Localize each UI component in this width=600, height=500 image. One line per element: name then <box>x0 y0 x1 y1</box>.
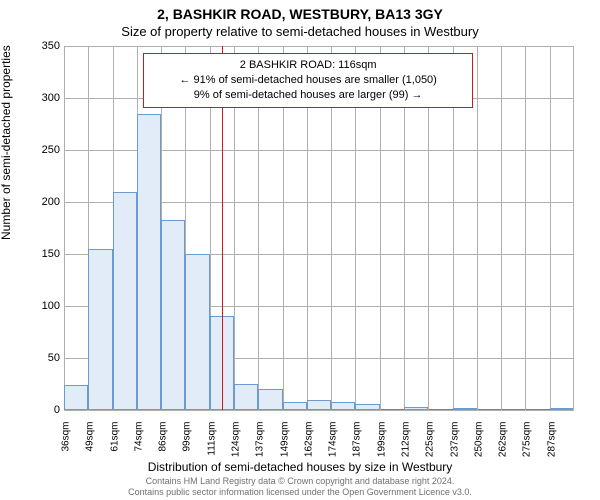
x-tick-label: 162sqm <box>303 422 314 466</box>
x-tick-label: 61sqm <box>109 422 120 466</box>
histogram-bar <box>161 220 185 410</box>
gridline-v <box>525 46 526 410</box>
histogram-bar <box>113 192 137 410</box>
x-tick-label: 275sqm <box>522 422 533 466</box>
histogram-bar <box>185 254 209 410</box>
x-tick-label: 36sqm <box>61 422 72 466</box>
annotation-line: 2 BASHKIR ROAD: 116sqm <box>150 58 466 73</box>
gridline-h <box>64 410 574 411</box>
x-tick-label: 74sqm <box>133 422 144 466</box>
histogram-bar <box>550 408 574 410</box>
chart-subtitle: Size of property relative to semi-detach… <box>0 24 600 39</box>
y-tick-label: 200 <box>24 196 60 208</box>
x-tick-label: 49sqm <box>85 422 96 466</box>
footer-line-2: Contains public sector information licen… <box>0 487 600 498</box>
x-tick-label: 212sqm <box>401 422 412 466</box>
y-tick-label: 0 <box>24 404 60 416</box>
histogram-bar <box>234 384 258 410</box>
x-tick-label: 225sqm <box>425 422 436 466</box>
gridline-v <box>573 46 574 410</box>
x-tick-label: 149sqm <box>279 422 290 466</box>
x-tick-label: 86sqm <box>158 422 169 466</box>
annotation-box: 2 BASHKIR ROAD: 116sqm← 91% of semi-deta… <box>143 53 473 108</box>
gridline-v <box>501 46 502 410</box>
histogram-bar <box>64 385 88 410</box>
gridline-v <box>477 46 478 410</box>
chart-title: 2, BASHKIR ROAD, WESTBURY, BA13 3GY <box>0 6 600 22</box>
x-tick-label: 199sqm <box>376 422 387 466</box>
histogram-bar <box>137 114 161 410</box>
gridline-v <box>64 46 65 410</box>
histogram-bar <box>404 407 428 410</box>
annotation-line: 9% of semi-detached houses are larger (9… <box>150 88 466 103</box>
y-tick-label: 350 <box>24 40 60 52</box>
y-tick-label: 250 <box>24 144 60 156</box>
chart-container: 2, BASHKIR ROAD, WESTBURY, BA13 3GY Size… <box>0 0 600 500</box>
x-tick-label: 111sqm <box>206 422 217 466</box>
x-tick-label: 250sqm <box>473 422 484 466</box>
x-tick-label: 137sqm <box>255 422 266 466</box>
gridline-h <box>64 46 574 47</box>
footer-line-1: Contains HM Land Registry data © Crown c… <box>0 476 600 487</box>
histogram-bar <box>355 404 379 410</box>
plot-area: 2 BASHKIR ROAD: 116sqm← 91% of semi-deta… <box>64 46 574 410</box>
histogram-bar <box>258 389 282 410</box>
x-tick-label: 287sqm <box>546 422 557 466</box>
gridline-v <box>550 46 551 410</box>
histogram-bar <box>453 408 477 410</box>
x-tick-label: 99sqm <box>182 422 193 466</box>
histogram-bar <box>88 249 112 410</box>
x-tick-label: 124sqm <box>231 422 242 466</box>
histogram-bar <box>331 402 355 410</box>
x-tick-label: 237sqm <box>449 422 460 466</box>
y-tick-label: 300 <box>24 92 60 104</box>
y-tick-label: 150 <box>24 248 60 260</box>
annotation-line: ← 91% of semi-detached houses are smalle… <box>150 73 466 88</box>
histogram-bar <box>283 402 307 410</box>
footer-attribution: Contains HM Land Registry data © Crown c… <box>0 476 600 498</box>
y-axis-label: Number of semi-detached properties <box>0 45 13 240</box>
x-tick-label: 187sqm <box>352 422 363 466</box>
y-tick-label: 50 <box>24 352 60 364</box>
y-tick-label: 100 <box>24 300 60 312</box>
histogram-bar <box>307 400 331 410</box>
x-tick-label: 174sqm <box>328 422 339 466</box>
x-tick-label: 262sqm <box>498 422 509 466</box>
